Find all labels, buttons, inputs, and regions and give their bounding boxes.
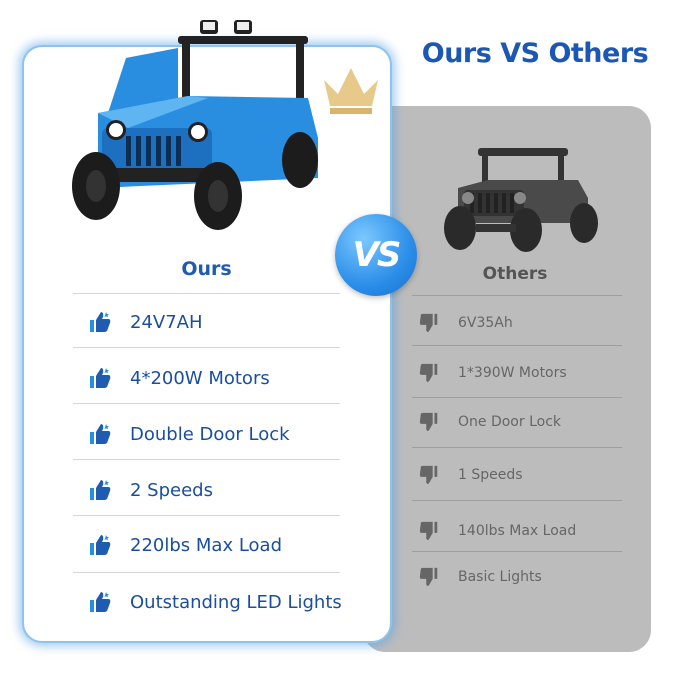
ours-feature-label: Outstanding LED Lights (130, 591, 342, 613)
others-feature-label: Basic Lights (458, 569, 542, 585)
row-divider (412, 500, 622, 501)
thumbs-up-icon (88, 422, 112, 446)
row-divider (412, 397, 622, 398)
thumbs-up-icon (88, 478, 112, 502)
ours-heading: Ours (181, 258, 232, 280)
row-divider (412, 551, 622, 552)
thumbs-down-icon (418, 520, 440, 542)
ours-feature-row: 220lbs Max Load (88, 533, 282, 557)
others-feature-label: One Door Lock (458, 414, 561, 430)
ours-feature-label: 4*200W Motors (130, 367, 270, 389)
others-feature-row: One Door Lock (418, 411, 561, 433)
thumbs-up-icon (88, 310, 112, 334)
vs-badge: VS (335, 214, 417, 296)
others-car-image (444, 148, 598, 252)
others-feature-row: 140lbs Max Load (418, 520, 576, 542)
ours-feature-row: 2 Speeds (88, 478, 213, 502)
others-feature-label: 1 Speeds (458, 467, 523, 483)
thumbs-up-icon (88, 533, 112, 557)
ours-feature-label: Double Door Lock (130, 423, 290, 445)
others-feature-row: 1 Speeds (418, 464, 523, 486)
ours-feature-row: 24V7AH (88, 310, 203, 334)
thumbs-up-icon (88, 590, 112, 614)
ours-feature-row: Double Door Lock (88, 422, 290, 446)
ours-feature-row: 4*200W Motors (88, 366, 270, 390)
others-feature-row: 6V35Ah (418, 312, 513, 334)
others-feature-row: Basic Lights (418, 566, 542, 588)
row-divider (412, 295, 622, 296)
ours-car-image (72, 20, 318, 230)
row-divider (73, 572, 340, 573)
row-divider (73, 347, 340, 348)
ours-feature-label: 24V7AH (130, 311, 203, 333)
thumbs-down-icon (418, 566, 440, 588)
ours-feature-label: 2 Speeds (130, 479, 213, 501)
others-feature-label: 1*390W Motors (458, 365, 567, 381)
thumbs-down-icon (418, 411, 440, 433)
row-divider (412, 447, 622, 448)
page-title: Ours VS Others (421, 38, 649, 69)
thumbs-down-icon (418, 312, 440, 334)
ours-feature-label: 220lbs Max Load (130, 534, 282, 556)
ours-feature-row: Outstanding LED Lights (88, 590, 342, 614)
thumbs-down-icon (418, 362, 440, 384)
row-divider (73, 515, 340, 516)
others-heading: Others (482, 264, 548, 284)
thumbs-down-icon (418, 464, 440, 486)
row-divider (73, 459, 340, 460)
others-feature-label: 140lbs Max Load (458, 523, 577, 539)
crown-icon (324, 68, 378, 114)
thumbs-up-icon (88, 366, 112, 390)
others-feature-row: 1*390W Motors (418, 362, 567, 384)
row-divider (73, 403, 340, 404)
others-feature-label: 6V35Ah (458, 315, 513, 331)
row-divider (73, 293, 340, 294)
row-divider (412, 345, 622, 346)
